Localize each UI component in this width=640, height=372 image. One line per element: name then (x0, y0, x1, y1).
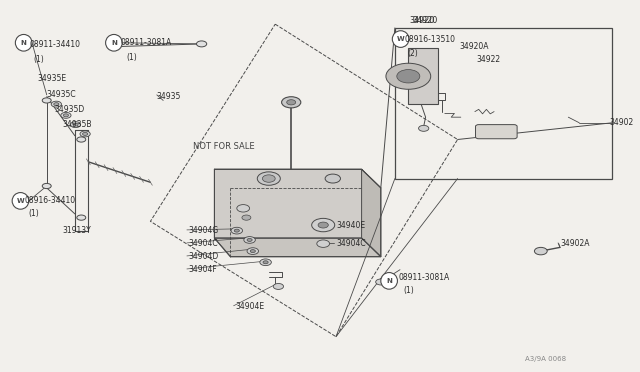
Circle shape (534, 247, 547, 255)
Polygon shape (362, 169, 381, 257)
Text: 34935C: 34935C (46, 90, 76, 99)
Text: 34920A: 34920A (460, 42, 489, 51)
Text: 31913Y: 31913Y (63, 226, 92, 235)
Text: 34904F: 34904F (189, 265, 218, 274)
Circle shape (260, 259, 271, 266)
Circle shape (242, 215, 251, 220)
Polygon shape (214, 169, 362, 238)
Ellipse shape (381, 273, 397, 289)
Circle shape (273, 283, 284, 289)
Text: 34922: 34922 (477, 55, 501, 64)
Circle shape (262, 175, 275, 182)
Bar (395, 28, 612, 179)
Circle shape (54, 103, 59, 106)
Text: 34902: 34902 (609, 118, 634, 127)
Text: 08911-3081A: 08911-3081A (398, 273, 449, 282)
Circle shape (397, 70, 420, 83)
Circle shape (317, 240, 330, 247)
Circle shape (42, 98, 51, 103)
Circle shape (419, 125, 429, 131)
Circle shape (247, 248, 259, 254)
Text: 34904D: 34904D (189, 252, 219, 261)
Text: W: W (397, 36, 404, 42)
Text: 34935: 34935 (157, 92, 181, 101)
Polygon shape (214, 238, 381, 257)
Circle shape (325, 174, 340, 183)
Circle shape (77, 215, 86, 220)
Text: 34904G: 34904G (189, 226, 219, 235)
Text: 34935E: 34935E (37, 74, 67, 83)
Circle shape (83, 132, 88, 135)
Polygon shape (214, 169, 381, 188)
Circle shape (77, 137, 86, 142)
Text: 34920: 34920 (412, 16, 438, 25)
Text: N: N (386, 278, 392, 284)
Circle shape (80, 131, 90, 137)
Circle shape (376, 279, 386, 285)
FancyBboxPatch shape (476, 125, 517, 139)
Text: 34935B: 34935B (62, 120, 92, 129)
Text: (1): (1) (33, 55, 44, 64)
Text: (2): (2) (408, 49, 419, 58)
Text: A3/9A 0068: A3/9A 0068 (525, 356, 566, 362)
Ellipse shape (12, 193, 29, 209)
Circle shape (282, 97, 301, 108)
Circle shape (63, 114, 68, 117)
Circle shape (231, 227, 243, 234)
Polygon shape (408, 48, 438, 104)
Ellipse shape (15, 35, 32, 51)
Text: 34904C: 34904C (336, 239, 365, 248)
Text: 34904E: 34904E (236, 302, 265, 311)
Circle shape (247, 238, 252, 241)
Circle shape (42, 183, 51, 189)
Text: (1): (1) (28, 209, 39, 218)
Circle shape (237, 205, 250, 212)
Circle shape (61, 112, 71, 118)
Circle shape (312, 218, 335, 232)
Text: 08916-13510: 08916-13510 (404, 35, 456, 44)
Text: N: N (111, 40, 117, 46)
Circle shape (318, 222, 328, 228)
Circle shape (263, 261, 268, 264)
Circle shape (73, 123, 78, 126)
Text: N: N (20, 40, 27, 46)
Text: 34935D: 34935D (54, 105, 84, 114)
Circle shape (196, 41, 207, 47)
Text: 34904C: 34904C (189, 239, 218, 248)
Text: 08911-3081A: 08911-3081A (120, 38, 172, 47)
Text: 08911-34410: 08911-34410 (29, 40, 81, 49)
Ellipse shape (106, 35, 122, 51)
Text: (1): (1) (126, 53, 137, 62)
Text: 34902A: 34902A (560, 239, 589, 248)
Circle shape (244, 237, 255, 243)
Text: 34920: 34920 (410, 16, 435, 25)
Circle shape (70, 122, 81, 128)
Circle shape (234, 229, 239, 232)
Circle shape (250, 250, 255, 253)
Text: (1): (1) (403, 286, 414, 295)
Circle shape (51, 101, 61, 107)
Text: NOT FOR SALE: NOT FOR SALE (193, 142, 255, 151)
Circle shape (386, 63, 431, 89)
Ellipse shape (392, 31, 409, 47)
Text: W: W (17, 198, 24, 204)
Text: 08916-34410: 08916-34410 (24, 196, 76, 205)
Circle shape (257, 172, 280, 185)
Text: 34940E: 34940E (336, 221, 365, 230)
Circle shape (287, 100, 296, 105)
